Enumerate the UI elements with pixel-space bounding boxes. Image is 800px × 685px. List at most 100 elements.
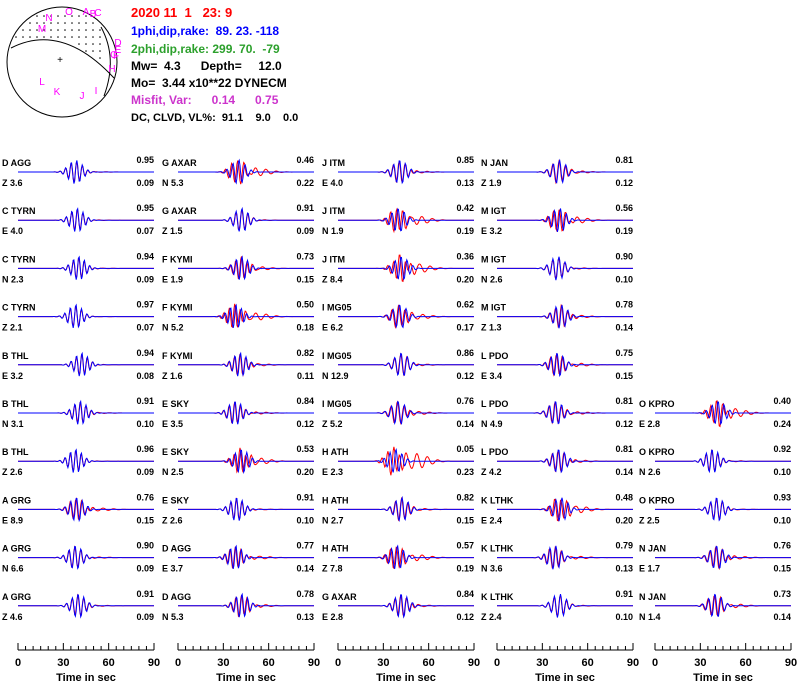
trace-component-distance: Z 1.5 bbox=[162, 226, 183, 236]
synthetic-waveform bbox=[338, 304, 474, 329]
trace-component-distance: E 4.0 bbox=[322, 178, 343, 188]
trace-station-label: M IGT bbox=[481, 254, 506, 264]
trace-panel: E SKY N 2.5 0.53 0.20 bbox=[162, 444, 314, 477]
trace-station-label: H ATH bbox=[322, 495, 349, 505]
trace-correlation: 0.90 bbox=[615, 251, 633, 261]
trace-component-distance: N 2.5 bbox=[162, 467, 184, 477]
trace-component-distance: Z 8.4 bbox=[322, 274, 343, 284]
synthetic-waveform bbox=[338, 544, 474, 569]
trace-panel: H ATH E 2.3 0.05 0.23 bbox=[322, 444, 474, 477]
trace-scale: 0.14 bbox=[615, 323, 633, 333]
synthetic-waveform bbox=[497, 353, 633, 377]
trace-panel: I MG05 E 6.2 0.62 0.17 bbox=[322, 300, 474, 333]
beachball-station-letter: K bbox=[54, 87, 61, 98]
trace-scale: 0.20 bbox=[456, 274, 474, 284]
trace-correlation: 0.94 bbox=[136, 251, 154, 261]
synthetic-waveform bbox=[497, 497, 633, 522]
polarity-dot bbox=[50, 22, 52, 24]
synthetic-waveform bbox=[338, 447, 474, 473]
trace-component-distance: N 2.6 bbox=[639, 467, 661, 477]
trace-correlation: 0.95 bbox=[136, 203, 154, 213]
trace-component-distance: Z 1.6 bbox=[162, 371, 183, 381]
trace-component-distance: E 6.2 bbox=[322, 323, 343, 333]
beachball-station-letter: J bbox=[80, 91, 85, 102]
trace-correlation: 0.93 bbox=[773, 492, 791, 502]
axis-tick-label: 60 bbox=[423, 657, 435, 669]
trace-component-distance: E 1.9 bbox=[162, 274, 183, 284]
trace-scale: 0.19 bbox=[456, 226, 474, 236]
trace-component-distance: E 2.8 bbox=[322, 612, 343, 622]
time-axis: 0 30 60 90 Time in sec bbox=[175, 643, 320, 684]
axis-tick-label: 0 bbox=[335, 657, 341, 669]
trace-correlation: 0.91 bbox=[136, 396, 154, 406]
trace-station-label: H ATH bbox=[322, 544, 349, 554]
polarity-dot bbox=[43, 29, 45, 31]
synthetic-waveform bbox=[178, 206, 314, 232]
trace-scale: 0.12 bbox=[296, 419, 314, 429]
trace-station-label: M IGT bbox=[481, 303, 506, 313]
trace-station-label: E SKY bbox=[162, 447, 189, 457]
polarity-dot bbox=[71, 29, 73, 31]
trace-panel: O KPRO N 2.6 0.92 0.10 bbox=[639, 444, 791, 477]
beachball-station-letter: M bbox=[38, 24, 46, 35]
polarity-dot bbox=[99, 29, 101, 31]
synthetic-waveform bbox=[178, 544, 314, 570]
synthetic-waveform bbox=[18, 448, 154, 473]
polarity-dot bbox=[36, 15, 38, 17]
polarity-dot bbox=[64, 29, 66, 31]
polarity-dot bbox=[92, 50, 94, 52]
polarity-dot bbox=[50, 15, 52, 17]
observed-waveform bbox=[178, 401, 314, 425]
synthetic-waveform bbox=[178, 592, 314, 618]
time-axes: 0 30 60 90 Time in sec 0 30 60 90 Time in sec 0 30 6… bbox=[15, 643, 797, 684]
polarity-dot bbox=[78, 22, 80, 24]
beachball-station-letter: I bbox=[95, 86, 98, 97]
trace-component-distance: N 3.6 bbox=[481, 564, 503, 574]
synthetic-waveform bbox=[338, 160, 474, 185]
synthetic-waveform bbox=[178, 303, 314, 329]
trace-panel: F KYMI N 5.2 0.50 0.18 bbox=[162, 300, 314, 333]
trace-scale: 0.09 bbox=[296, 226, 314, 236]
beachball-station-letter: F bbox=[113, 51, 119, 62]
synthetic-waveform bbox=[497, 401, 633, 425]
beachball-station-letter: O bbox=[65, 7, 73, 18]
polarity-dot bbox=[64, 22, 66, 24]
trace-component-distance: Z 7.8 bbox=[322, 564, 343, 574]
trace-panel: J ITM N 1.9 0.42 0.19 bbox=[322, 203, 474, 236]
trace-panel: J ITM E 4.0 0.85 0.13 bbox=[322, 155, 474, 188]
trace-component-distance: N 5.3 bbox=[162, 612, 184, 622]
trace-scale: 0.24 bbox=[773, 419, 791, 429]
synthetic-waveform bbox=[497, 449, 633, 474]
trace-correlation: 0.46 bbox=[296, 155, 314, 165]
polarity-dot bbox=[43, 22, 45, 24]
trace-component-distance: N 6.6 bbox=[2, 564, 24, 574]
trace-correlation: 0.73 bbox=[296, 251, 314, 261]
trace-station-label: G AXAR bbox=[162, 206, 197, 216]
polarity-dot bbox=[85, 15, 87, 17]
synthetic-waveform bbox=[497, 593, 633, 618]
nodal-plane-1-text: 1phi,dip,rake: 89. 23. -118 bbox=[131, 24, 279, 38]
trace-panel: I MG05 N 12.9 0.86 0.12 bbox=[322, 348, 474, 381]
trace-scale: 0.22 bbox=[296, 178, 314, 188]
synthetic-waveform bbox=[18, 545, 154, 570]
polarity-dot bbox=[64, 15, 66, 17]
trace-panel: A GRG N 6.6 0.90 0.09 bbox=[2, 541, 154, 574]
trace-station-label: J ITM bbox=[322, 206, 345, 216]
trace-scale: 0.23 bbox=[456, 467, 474, 477]
trace-correlation: 0.92 bbox=[773, 444, 791, 454]
trace-correlation: 0.81 bbox=[615, 155, 633, 165]
trace-correlation: 0.78 bbox=[615, 300, 633, 310]
trace-panel: A GRG E 8.9 0.76 0.15 bbox=[2, 492, 154, 525]
trace-station-label: M IGT bbox=[481, 206, 506, 216]
trace-correlation: 0.56 bbox=[615, 203, 633, 213]
polarity-dot bbox=[22, 29, 24, 31]
polarity-dot bbox=[57, 22, 59, 24]
trace-component-distance: N 1.4 bbox=[639, 612, 661, 622]
polarity-dot bbox=[57, 36, 59, 38]
trace-scale: 0.13 bbox=[456, 178, 474, 188]
trace-correlation: 0.95 bbox=[136, 155, 154, 165]
trace-scale: 0.20 bbox=[296, 467, 314, 477]
trace-scale: 0.14 bbox=[615, 467, 633, 477]
trace-panel: J ITM Z 8.4 0.36 0.20 bbox=[322, 251, 474, 284]
